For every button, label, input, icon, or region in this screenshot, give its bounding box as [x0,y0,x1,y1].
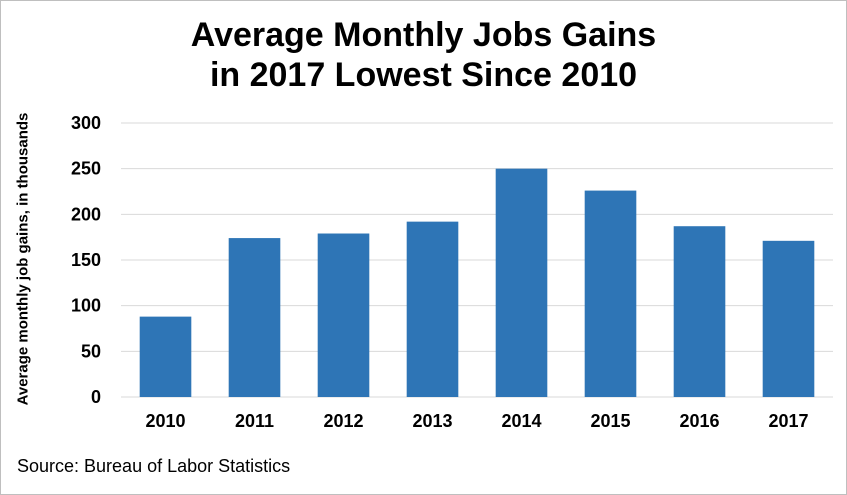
y-tick-label: 50 [81,341,101,361]
y-tick-label: 200 [71,204,101,224]
bar-2010 [139,316,192,397]
bar-2015 [584,190,637,397]
bar-2011 [228,238,281,397]
bar-2017 [762,240,815,397]
source-note: Source: Bureau of Labor Statistics [17,456,291,476]
x-tick-label: 2013 [412,411,452,431]
chart-title: Average Monthly Jobs Gains in 2017 Lowes… [1,15,846,95]
y-tick-label: 250 [71,159,101,179]
x-tick-label: 2016 [679,411,719,431]
y-tick-label: 300 [71,113,101,133]
y-tick-label: 100 [71,296,101,316]
bar-2016 [673,226,726,397]
bar-2012 [317,233,370,397]
chart-title-line-2: in 2017 Lowest Since 2010 [209,56,638,94]
x-tick-label: 2014 [501,411,541,431]
x-tick-label: 2010 [145,411,185,431]
x-tick-label: 2011 [235,411,274,431]
y-axis-label: Average monthly job gains, in thousands [14,112,32,406]
chart-title-line-1: Average Monthly Jobs Gains [190,16,657,54]
y-tick-label: 150 [71,250,101,270]
bar-2013 [406,221,459,397]
y-tick-label: 0 [91,387,101,407]
bar-2014 [495,168,548,397]
x-tick-label: 2012 [323,411,363,431]
x-tick-label: 2017 [768,411,808,431]
x-tick-label: 2015 [590,411,630,431]
